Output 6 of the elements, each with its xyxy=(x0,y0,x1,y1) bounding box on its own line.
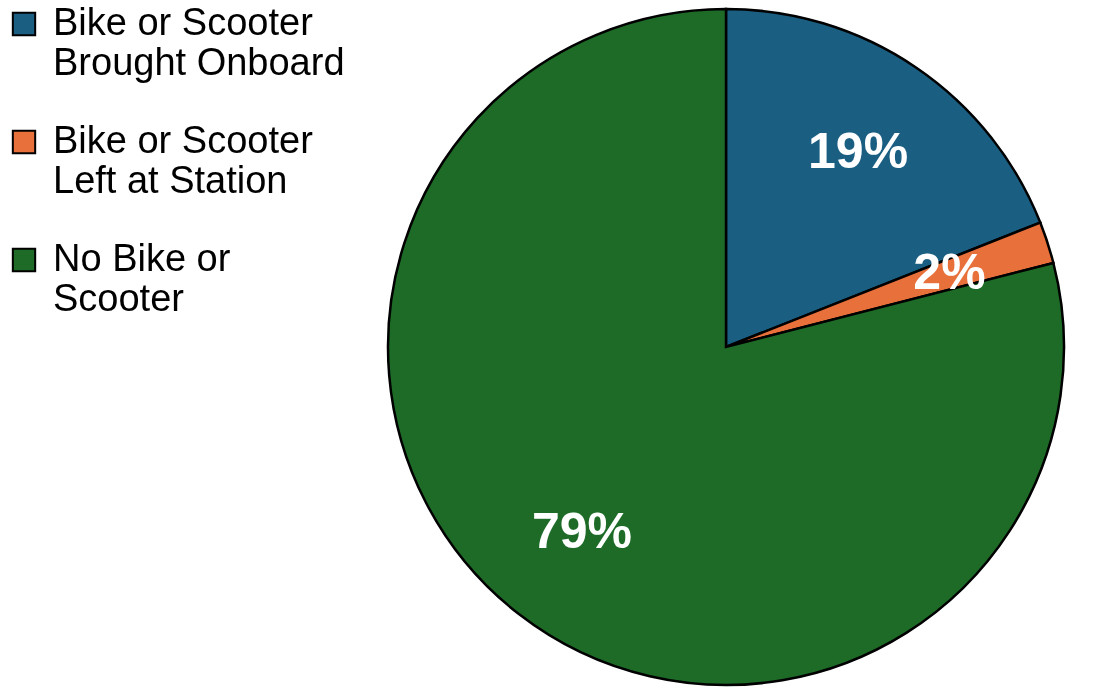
legend-label: Bike or Scooter Brought Onboard xyxy=(53,1,345,83)
legend-label: Bike or Scooter Left at Station xyxy=(53,119,314,201)
pie-slice xyxy=(387,7,1066,686)
legend-label: No Bike or Scooter xyxy=(53,237,231,319)
data-label: 79% xyxy=(531,502,633,559)
data-label: 19% xyxy=(808,122,909,179)
